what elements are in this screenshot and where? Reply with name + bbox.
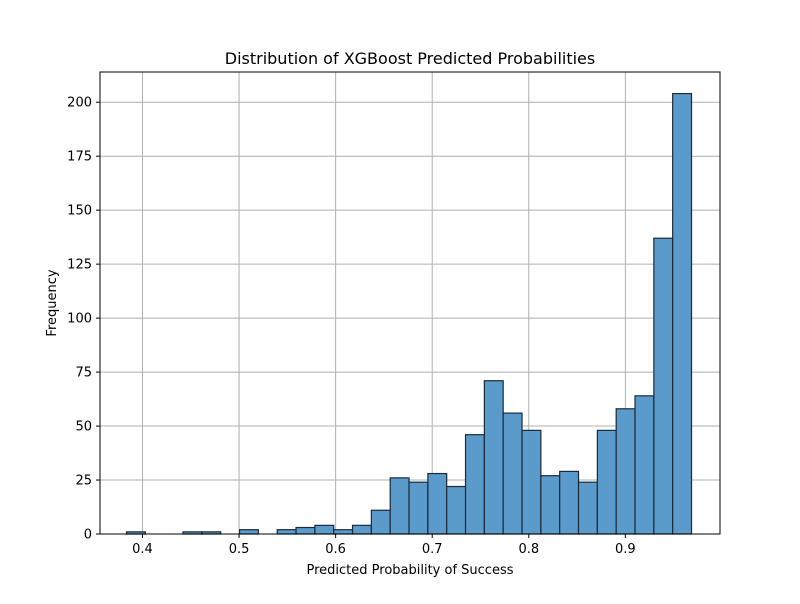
histogram-bar — [276, 529, 297, 535]
x-tick-label: 0.4 — [132, 542, 153, 557]
histogram-bar — [314, 524, 335, 535]
histogram-bar — [333, 529, 354, 535]
y-tick-label: 50 — [75, 420, 92, 435]
x-axis-ticks: 0.4 0.5 0.6 0.7 0.8 0.9 — [132, 534, 636, 557]
y-tick-label: 0 — [84, 528, 92, 543]
plot-frame — [99, 71, 721, 535]
y-tick-label: 200 — [67, 96, 92, 111]
histogram-bar — [596, 429, 617, 535]
histogram-bar — [502, 412, 523, 535]
y-tick-label: 175 — [67, 150, 92, 165]
histogram-bar — [389, 477, 410, 535]
x-tick-label: 0.8 — [518, 542, 539, 557]
histogram-bar — [672, 92, 693, 535]
x-axis-label: Predicted Probability of Success — [306, 563, 513, 578]
histogram-bar — [446, 485, 467, 535]
x-tick-label: 0.9 — [615, 542, 636, 557]
histogram-bar — [370, 509, 391, 535]
y-tick-label: 150 — [67, 204, 92, 219]
y-axis-label: Frequency — [45, 269, 60, 336]
y-tick-label: 25 — [75, 474, 92, 489]
histogram-bar — [238, 529, 259, 535]
y-tick-label: 75 — [75, 366, 92, 381]
x-tick-label: 0.7 — [422, 542, 443, 557]
y-tick-label: 125 — [67, 258, 92, 273]
histogram-bar — [295, 526, 316, 535]
histogram-bar — [427, 472, 448, 535]
chart-title: Distribution of XGBoost Predicted Probab… — [225, 49, 595, 68]
x-tick-label: 0.6 — [325, 542, 346, 557]
histogram-bar — [521, 429, 542, 535]
histogram-bar — [577, 481, 598, 535]
histogram-bar — [351, 524, 372, 535]
histogram-bar — [634, 395, 655, 535]
grid-lines — [100, 72, 720, 535]
histogram-bar — [653, 237, 674, 535]
histogram-bar — [540, 475, 561, 535]
y-tick-label: 100 — [67, 312, 92, 327]
x-tick-label: 0.5 — [229, 542, 250, 557]
y-axis-ticks: 0 25 50 75 100 125 150 175 200 — [67, 96, 100, 543]
histogram-bar — [464, 434, 485, 535]
histogram-bar — [483, 380, 504, 535]
histogram-bar — [559, 470, 580, 535]
histogram-bars — [125, 92, 693, 535]
histogram-bar — [408, 481, 429, 535]
histogram-bar — [615, 408, 636, 535]
